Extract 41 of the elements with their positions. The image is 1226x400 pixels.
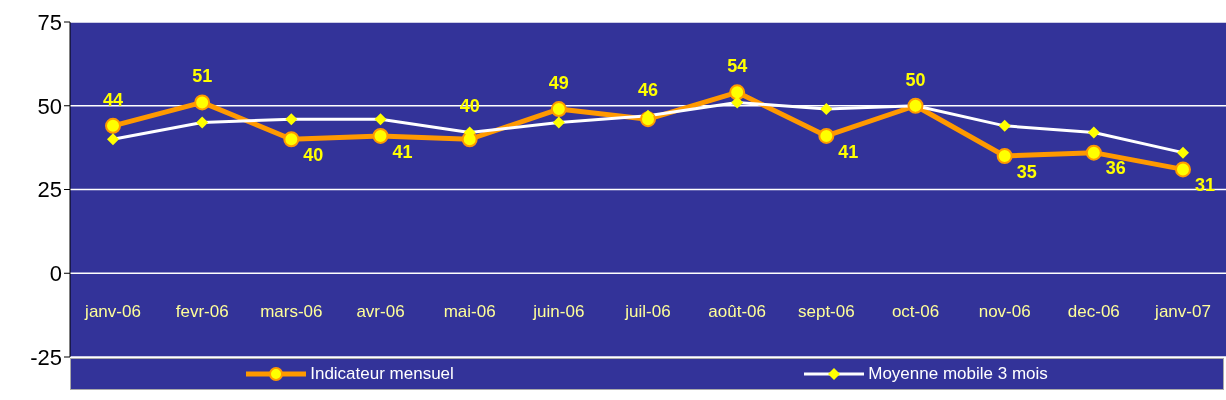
point [1175,161,1191,178]
x-tick-label: janv-07 [1154,302,1211,322]
data-label: 54 [727,56,748,77]
point [1085,144,1102,161]
x-tick-label: mars-06 [260,302,323,322]
x-tick-label: dec-06 [1067,302,1120,322]
data-label: 51 [192,66,213,87]
data-label: 41 [392,141,413,162]
data-label: 49 [548,72,569,93]
x-tick-label: nov-06 [978,302,1031,322]
point [729,84,746,101]
y-tick-label: 50 [37,93,62,119]
x-tick-label: juin-06 [532,302,585,322]
data-label: 36 [1105,158,1126,179]
point [372,127,389,144]
point [283,131,300,148]
y-tick-label: -25 [30,344,62,370]
data-label: 44 [102,89,124,110]
x-tick-label: avr-06 [356,302,405,322]
legend-label: Moyenne mobile 3 mois [867,364,1048,384]
data-label: 41 [838,141,859,162]
data-label: 35 [1016,161,1037,182]
data-label: 40 [303,144,324,165]
y-tick-label: 75 [37,9,62,35]
x-tick-label: fevr-06 [175,302,229,322]
data-label: 46 [637,79,659,100]
x-tick-label: août-06 [708,302,766,322]
x-tick-label: mai-06 [443,302,496,322]
x-tick-label: sept-06 [797,302,855,322]
x-tick-label: janv-06 [84,302,141,322]
point [105,117,121,134]
x-tick-label: juil-06 [624,302,671,322]
data-label: 50 [905,69,926,90]
y-tick-label: 25 [37,177,62,203]
y-tick-label: 0 [49,261,62,287]
point [996,148,1013,164]
point [550,101,567,118]
legend-label: Indicateur mensuel [309,364,454,384]
x-tick-label: oct-06 [891,302,940,322]
point [194,94,211,111]
point [818,127,835,144]
